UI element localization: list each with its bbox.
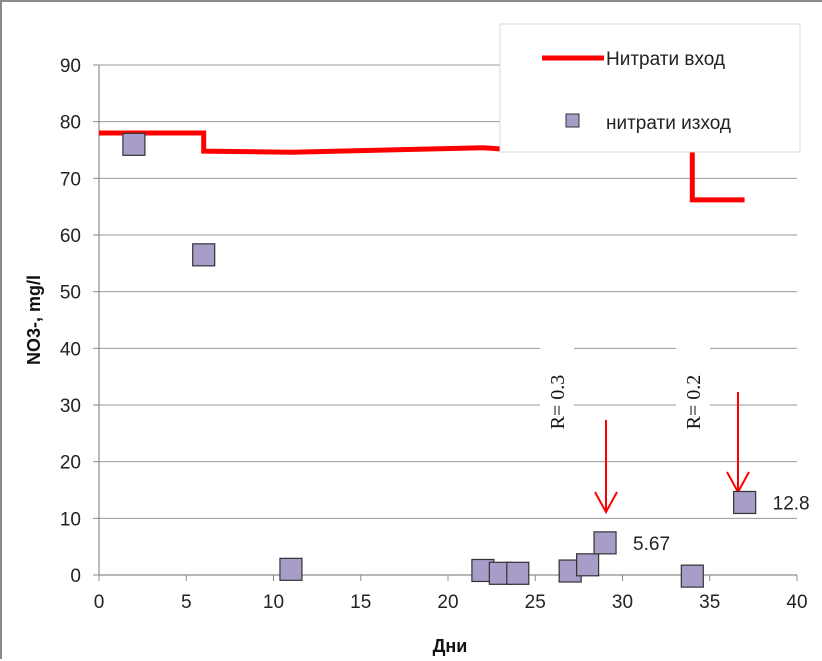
y-tick-label: 40 (60, 339, 81, 360)
annotation-bg (540, 340, 574, 430)
legend: Нитрати вход нитрати изход (499, 23, 801, 153)
grid-lines (99, 64, 797, 519)
x-tick-label: 30 (612, 592, 633, 613)
x-axis-title: Дни (433, 636, 468, 656)
data-label: 5.67 (633, 534, 670, 555)
y-tick-label: 60 (60, 226, 81, 247)
output-point (192, 243, 216, 267)
y-tick-label: 70 (60, 169, 81, 190)
annotation-bg (676, 340, 710, 430)
y-tick-label: 20 (60, 453, 81, 474)
x-tick-label: 15 (350, 592, 371, 613)
legend-label-output: нитрати изход (606, 113, 731, 134)
output-point (733, 490, 757, 515)
data-label: 12.8 (773, 493, 810, 514)
output-point (680, 564, 704, 588)
output-point (506, 561, 530, 585)
output-point (279, 557, 303, 581)
legend-label-input: Нитрати вход (606, 49, 725, 70)
x-tick-label: 5 (181, 592, 192, 613)
annotation-r-label: R= 0.2 (683, 375, 705, 430)
y-tick-label: 80 (60, 113, 81, 134)
y-tick-label: 90 (60, 56, 81, 77)
y-tick-label: 0 (70, 566, 81, 587)
x-tick-label: 20 (437, 592, 458, 613)
output-series (122, 132, 757, 588)
x-tick-label: 25 (525, 592, 546, 613)
axes: 0 10 20 30 40 50 60 70 80 90 0 5 10 15 20 25 30 35 40 (60, 56, 808, 613)
annotation-r-label: R= 0.3 (547, 375, 569, 430)
legend-point-swatch (565, 113, 580, 128)
legend-box (499, 23, 801, 153)
annotations: R= 0.3 R= 0.2 (540, 340, 750, 515)
y-tick-label: 10 (60, 509, 81, 530)
data-labels: 5.67 12.8 (633, 493, 810, 554)
y-tick-label: 50 (60, 283, 81, 304)
annotation-arrow-head (594, 491, 618, 515)
output-point (593, 531, 617, 555)
output-point (122, 132, 146, 156)
x-tick-label: 35 (699, 592, 720, 613)
y-tick-label: 30 (60, 396, 81, 417)
x-tick-label: 40 (786, 592, 807, 613)
y-axis-title: NO3-, mg/l (24, 275, 44, 365)
x-tick-label: 10 (263, 592, 284, 613)
output-point (575, 553, 600, 577)
x-tick-label: 0 (94, 592, 105, 613)
